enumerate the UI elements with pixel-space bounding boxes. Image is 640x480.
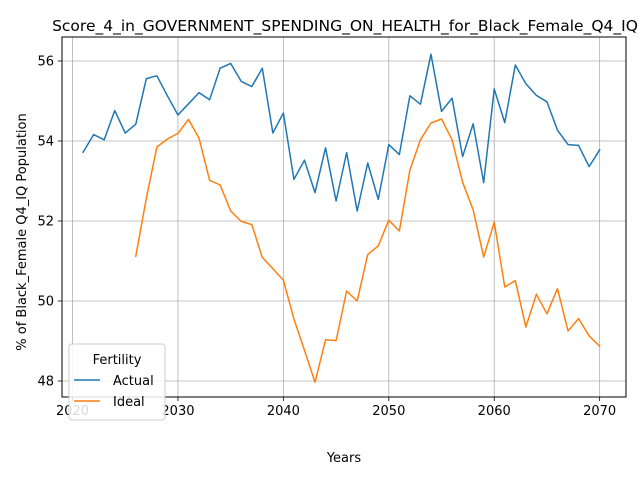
- legend-label-actual: Actual: [113, 374, 154, 389]
- x-tick-label: 2070: [583, 404, 616, 419]
- y-axis-label: % of Black_Female Q4_IQ Population: [15, 113, 30, 350]
- x-tick-label: 2040: [267, 404, 300, 419]
- legend-title: Fertility: [93, 353, 142, 368]
- chart-title: Score_4_in_GOVERNMENT_SPENDING_ON_HEALTH…: [52, 17, 638, 36]
- x-tick-label: 2030: [161, 404, 194, 419]
- y-tick-label: 56: [37, 55, 54, 70]
- series-line-ideal: [134, 118, 601, 383]
- y-tick-label: 54: [37, 135, 54, 150]
- x-axis-label: Years: [326, 451, 362, 466]
- y-tick-label: 52: [37, 215, 54, 230]
- x-tick-label: 2050: [372, 404, 405, 419]
- y-tick-label: 50: [37, 295, 54, 310]
- legend: Fertility Actual Ideal: [68, 343, 166, 421]
- grid: [62, 37, 626, 397]
- series-line-actual: [82, 53, 601, 212]
- series-lines: [82, 53, 601, 383]
- y-tick-label: 48: [37, 375, 54, 390]
- axis-ticks: 2020203020402050206020704850525456: [37, 55, 616, 420]
- x-tick-label: 2060: [478, 404, 511, 419]
- plot-frame: [61, 36, 627, 398]
- legend-label-ideal: Ideal: [113, 395, 145, 410]
